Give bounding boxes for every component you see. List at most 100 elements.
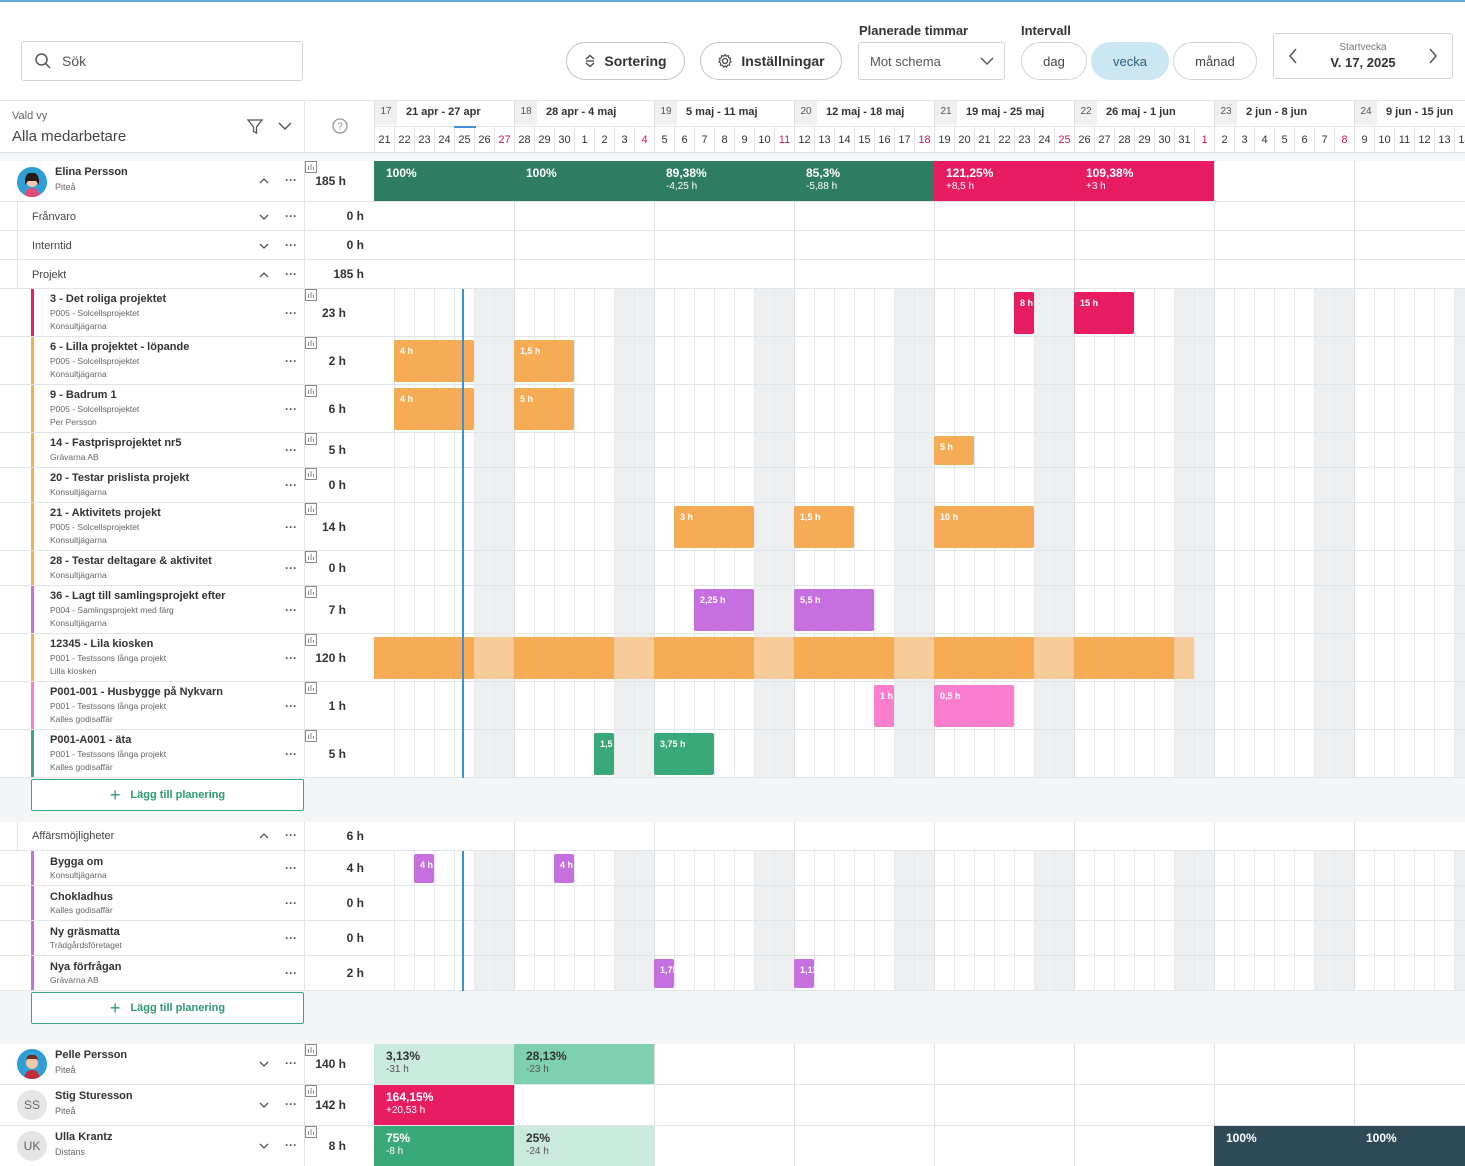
filter-icon[interactable] <box>246 118 264 136</box>
help-icon[interactable]: ? <box>332 118 348 134</box>
more-options-icon[interactable]: ··· <box>285 520 297 534</box>
allocation-segment[interactable] <box>614 637 634 679</box>
more-options-icon[interactable]: ··· <box>285 354 297 368</box>
view-selector[interactable]: Vald vy Alla medarbetare <box>0 100 304 153</box>
planning-block[interactable]: 2,25 h <box>694 589 754 631</box>
chart-icon[interactable] <box>305 1126 317 1138</box>
allocation-segment[interactable] <box>1154 637 1174 679</box>
more-options-icon[interactable]: ··· <box>285 1138 297 1152</box>
planning-block[interactable]: 4 h <box>554 854 574 883</box>
allocation-segment[interactable] <box>654 637 674 679</box>
chart-icon[interactable] <box>305 551 317 563</box>
allocation-segment[interactable] <box>694 637 714 679</box>
allocation-segment[interactable] <box>974 637 994 679</box>
allocation-segment[interactable] <box>794 637 814 679</box>
chevron-up-icon[interactable] <box>259 832 269 840</box>
planning-block[interactable]: 8 h <box>1014 292 1034 334</box>
more-options-icon[interactable]: ··· <box>285 747 297 761</box>
allocation-segment[interactable] <box>394 637 414 679</box>
allocation-segment[interactable] <box>594 637 614 679</box>
allocation-segment[interactable] <box>1094 637 1114 679</box>
allocation-segment[interactable] <box>954 637 974 679</box>
allocation-segment[interactable] <box>1034 637 1054 679</box>
settings-button[interactable]: Inställningar <box>700 42 842 80</box>
more-options-icon[interactable]: ··· <box>285 828 297 842</box>
planning-block[interactable]: 0,5 h <box>934 685 1014 727</box>
allocation-segment[interactable] <box>374 637 394 679</box>
allocation-segment[interactable] <box>434 637 454 679</box>
more-options-icon[interactable]: ··· <box>285 699 297 713</box>
chevron-down-icon[interactable] <box>259 213 269 221</box>
allocation-segment[interactable] <box>1014 637 1034 679</box>
allocation-segment[interactable] <box>714 637 734 679</box>
more-options-icon[interactable]: ··· <box>285 561 297 575</box>
more-options-icon[interactable]: ··· <box>285 1056 297 1070</box>
chart-icon[interactable] <box>305 337 317 349</box>
planning-block[interactable]: 1 h <box>874 685 894 727</box>
planning-block[interactable]: 4 h <box>394 340 474 382</box>
chart-icon[interactable] <box>305 586 317 598</box>
allocation-segment[interactable] <box>514 637 534 679</box>
more-options-icon[interactable]: ··· <box>285 478 297 492</box>
planning-block[interactable]: 3,75 h <box>654 733 714 775</box>
planning-block[interactable]: 5 h <box>514 388 574 430</box>
allocation-segment[interactable] <box>774 637 794 679</box>
planning-block[interactable]: 1,5 h <box>514 340 574 382</box>
add-planning-button[interactable]: + Lägg till planering <box>31 779 304 811</box>
planning-block[interactable]: 5,5 h <box>794 589 874 631</box>
planning-block[interactable]: 4 h <box>414 854 434 883</box>
allocation-segment[interactable] <box>934 637 954 679</box>
planned-hours-select[interactable]: Mot schema <box>858 42 1005 80</box>
allocation-segment[interactable] <box>474 637 494 679</box>
allocation-segment[interactable] <box>834 637 854 679</box>
allocation-segment[interactable] <box>1134 637 1154 679</box>
chevron-down-icon[interactable] <box>259 1101 269 1109</box>
allocation-segment[interactable] <box>494 637 514 679</box>
chevron-down-icon[interactable] <box>278 122 292 131</box>
chart-icon[interactable] <box>305 468 317 480</box>
more-options-icon[interactable]: ··· <box>285 931 297 945</box>
chevron-right-icon[interactable] <box>1428 48 1438 64</box>
allocation-segment[interactable] <box>674 637 694 679</box>
more-options-icon[interactable]: ··· <box>285 966 297 980</box>
more-options-icon[interactable]: ··· <box>285 306 297 320</box>
more-options-icon[interactable]: ··· <box>285 402 297 416</box>
allocation-segment[interactable] <box>574 637 594 679</box>
allocation-segment[interactable] <box>754 637 774 679</box>
more-options-icon[interactable]: ··· <box>285 238 297 252</box>
chart-icon[interactable] <box>305 385 317 397</box>
planning-block[interactable]: 1,75 <box>654 959 674 988</box>
allocation-segment[interactable] <box>534 637 554 679</box>
allocation-segment[interactable] <box>414 637 434 679</box>
chart-icon[interactable] <box>305 1044 317 1056</box>
allocation-segment[interactable] <box>994 637 1014 679</box>
sort-button[interactable]: Sortering <box>566 42 685 80</box>
more-options-icon[interactable]: ··· <box>285 173 297 187</box>
interval-week-button[interactable]: vecka <box>1091 42 1169 80</box>
more-options-icon[interactable]: ··· <box>285 1097 297 1111</box>
allocation-segment[interactable] <box>1114 637 1134 679</box>
allocation-segment[interactable] <box>914 637 934 679</box>
chevron-down-icon[interactable] <box>259 1060 269 1068</box>
chart-icon[interactable] <box>305 503 317 515</box>
more-options-icon[interactable]: ··· <box>285 603 297 617</box>
planning-block[interactable]: 1,5 h <box>794 506 854 548</box>
chart-icon[interactable] <box>305 433 317 445</box>
planning-block[interactable]: 1,13 <box>794 959 814 988</box>
more-options-icon[interactable]: ··· <box>285 651 297 665</box>
allocation-segment[interactable] <box>634 637 654 679</box>
more-options-icon[interactable]: ··· <box>285 896 297 910</box>
allocation-segment[interactable] <box>1174 637 1194 679</box>
allocation-segment[interactable] <box>734 637 754 679</box>
more-options-icon[interactable]: ··· <box>285 209 297 223</box>
chevron-up-icon[interactable] <box>259 271 269 279</box>
chart-icon[interactable] <box>305 289 317 301</box>
interval-day-button[interactable]: dag <box>1021 42 1087 80</box>
chart-icon[interactable] <box>305 730 317 742</box>
allocation-segment[interactable] <box>554 637 574 679</box>
planning-block[interactable]: 4 h <box>394 388 474 430</box>
chevron-up-icon[interactable] <box>259 177 269 185</box>
add-planning-button[interactable]: + Lägg till planering <box>31 992 304 1024</box>
allocation-segment[interactable] <box>854 637 874 679</box>
planning-block[interactable]: 5 h <box>934 436 974 465</box>
